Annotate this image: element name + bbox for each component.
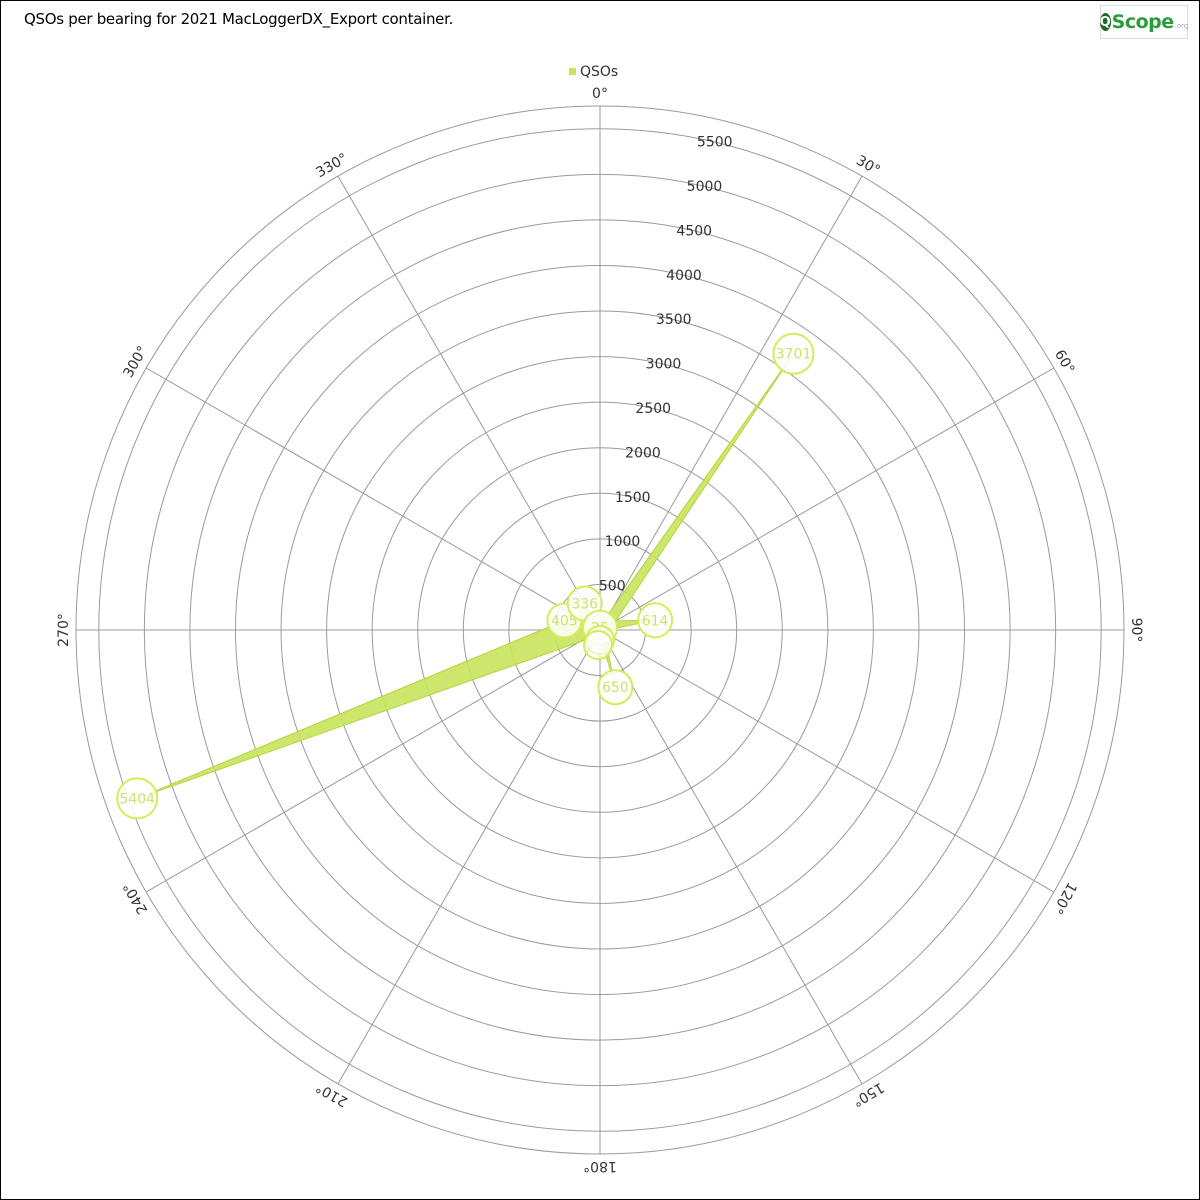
angle-label: 90° bbox=[1128, 618, 1144, 643]
logo-suffix: .org bbox=[1174, 22, 1189, 30]
series-area-qsos bbox=[137, 353, 794, 799]
radial-tick-label: 4000 bbox=[666, 268, 702, 284]
grid-spoke bbox=[599, 367, 1055, 631]
radial-tick-label: 1000 bbox=[605, 534, 641, 550]
value-marker bbox=[637, 602, 674, 639]
logo-q-mark: Q bbox=[1099, 13, 1111, 31]
value-label: 5404 bbox=[119, 791, 155, 807]
value-label: 650 bbox=[602, 680, 629, 696]
radial-tick-label: 2000 bbox=[625, 445, 661, 461]
angle-label: 180° bbox=[583, 1158, 617, 1174]
angle-label: 240° bbox=[120, 879, 151, 916]
logo-text: Scope bbox=[1111, 11, 1175, 33]
radial-tick-label: 4500 bbox=[676, 223, 712, 239]
grid-spoke bbox=[599, 629, 863, 1085]
value-label: 3701 bbox=[776, 347, 812, 363]
value-label: 336 bbox=[571, 596, 598, 612]
angle-label: 150° bbox=[849, 1079, 886, 1110]
value-marker bbox=[597, 669, 634, 706]
radial-tick-label: 500 bbox=[599, 579, 626, 595]
angle-label: 210° bbox=[313, 1079, 350, 1110]
grid-spoke bbox=[145, 629, 601, 893]
radial-tick-label: 3500 bbox=[656, 312, 692, 328]
value-markers: 3701614650540440533625 bbox=[116, 332, 815, 820]
radial-tick-label: 3000 bbox=[646, 357, 682, 373]
radial-tick-label: 1500 bbox=[615, 490, 651, 506]
chart-title: QSOs per bearing for 2021 MacLoggerDX_Ex… bbox=[24, 10, 454, 28]
value-label: 405 bbox=[551, 613, 578, 629]
angle-label: 60° bbox=[1051, 347, 1077, 377]
angle-label: 120° bbox=[1049, 879, 1080, 916]
grid-spoke bbox=[337, 629, 601, 1085]
qscope-logo[interactable]: Q Scope .org bbox=[1099, 5, 1189, 39]
grid-spoke bbox=[145, 367, 601, 631]
grid-spoke bbox=[337, 175, 601, 631]
value-marker bbox=[116, 777, 159, 820]
value-marker bbox=[772, 332, 815, 375]
angle-label: 30° bbox=[853, 153, 883, 179]
angle-label: 270° bbox=[56, 613, 72, 647]
grid-spoke bbox=[599, 175, 863, 631]
legend-label: QSOs bbox=[580, 64, 618, 80]
legend-swatch bbox=[569, 68, 576, 75]
angle-label: 300° bbox=[120, 343, 151, 380]
radial-tick-label: 5000 bbox=[687, 179, 723, 195]
radial-tick-label: 2500 bbox=[635, 401, 671, 417]
angle-label: 330° bbox=[313, 150, 350, 181]
grid-spoke bbox=[599, 629, 1055, 893]
radial-tick-label: 5500 bbox=[697, 135, 733, 151]
value-label: 614 bbox=[642, 613, 669, 629]
series-area bbox=[137, 353, 794, 799]
legend: QSOs bbox=[569, 64, 618, 80]
angle-label: 0° bbox=[592, 86, 608, 102]
value-marker bbox=[583, 630, 613, 660]
